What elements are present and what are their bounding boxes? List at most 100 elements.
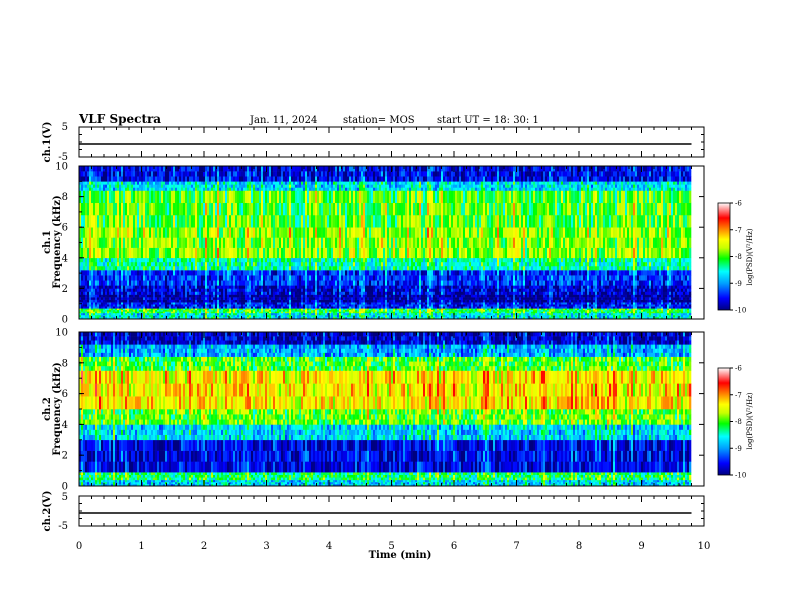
ch1-spectrogram-cell — [121, 190, 124, 204]
ch1-spectrogram-cell — [353, 297, 356, 300]
ch1-spectrogram-cell — [309, 280, 312, 286]
ch1-spectrogram-cell — [341, 294, 344, 298]
ch1-spectrogram-cell — [169, 280, 172, 286]
ch1-spectrogram-cell — [177, 294, 180, 298]
ch1-spectrogram-cell — [123, 314, 126, 318]
ch1-spectrogram-cell — [139, 306, 142, 309]
ch1-spectrogram-cell — [353, 270, 356, 276]
ch1-spectrogram-cell — [273, 181, 276, 185]
ch1-spectrogram-cell — [233, 181, 236, 185]
ch1-spectrogram-cell — [267, 171, 270, 177]
ch1-spectrogram-cell — [151, 171, 154, 177]
ch1-spectrogram-cell — [299, 247, 302, 259]
ch1-spectrogram-cell — [171, 184, 174, 188]
ch1-spectrogram-cell — [121, 285, 124, 289]
ch1-spectrogram-cell — [243, 308, 246, 311]
ch1-spectrogram-cell — [137, 265, 140, 271]
ch1-spectrogram-cell — [243, 312, 246, 316]
ch1-spectrogram-cell — [369, 261, 372, 267]
ch1-spectrogram-cell — [349, 291, 352, 295]
ch1-spectrogram-cell — [333, 166, 336, 172]
ch1-spectrogram-cell — [163, 171, 166, 177]
ch1-spectrogram-cell — [135, 265, 138, 271]
ch1-spectrogram-cell — [257, 247, 260, 259]
ch1-spectrogram-cell — [349, 187, 352, 191]
ch1-spectrogram-cell — [97, 181, 100, 185]
ch1-spectrogram-cell — [305, 261, 308, 267]
ch1-spectrogram-cell — [337, 299, 340, 303]
ch1-spectrogram-cell — [111, 202, 114, 216]
ch1-spectrogram-cell — [339, 171, 342, 177]
ch1-spectrogram-cell — [341, 302, 344, 305]
ch1-spectrogram-cell — [95, 288, 98, 292]
ch1-spectrogram-cell — [361, 227, 364, 238]
ch1-spectrogram-cell — [205, 304, 208, 307]
ch1-spectrogram-cell — [107, 187, 110, 191]
ch1-spectrogram-cell — [235, 306, 238, 309]
ch1-spectrogram-cell — [229, 280, 232, 286]
ch1-spectrogram-cell — [143, 312, 146, 316]
ch1-spectrogram-cell — [237, 302, 240, 305]
ch1-spectrogram-cell — [247, 181, 250, 185]
ch1-spectrogram-cell — [203, 257, 206, 263]
ch1-spectrogram-cell — [271, 227, 274, 238]
ch1-spectrogram-cell — [239, 291, 242, 295]
ch1-spectrogram-cell — [285, 166, 288, 172]
ch1-spectrogram-cell — [361, 291, 364, 295]
ch1-spectrogram-cell — [145, 270, 148, 276]
ch1-spectrogram-cell — [231, 302, 234, 305]
ch1-spectrogram-cell — [137, 202, 140, 216]
ch1-spectrogram-cell — [237, 190, 240, 204]
ch1-spectrogram-cell — [149, 302, 152, 305]
ch1-spectrogram-cell — [97, 247, 100, 259]
ch1-spectrogram-cell — [125, 181, 128, 185]
ch1-spectrogram-cell — [99, 237, 102, 248]
ch1-spectrogram-cell — [191, 257, 194, 263]
ch1-spectrogram-cell — [175, 166, 178, 172]
ch1-spectrogram-cell — [225, 316, 228, 319]
ch1-spectrogram-cell — [149, 304, 152, 307]
ch1-spectrogram-cell — [369, 311, 372, 314]
ch1-spectrogram-cell — [379, 270, 382, 276]
ch1-spectrogram-cell — [291, 294, 294, 298]
ch1-spectrogram-cell — [147, 247, 150, 259]
ch1-spectrogram-cell — [97, 261, 100, 267]
ch1-spectrogram-cell — [149, 288, 152, 292]
ch1-spectrogram-cell — [131, 294, 134, 298]
ch1-spectrogram-cell — [377, 306, 380, 309]
ch1-spectrogram-cell — [149, 265, 152, 271]
ch1-spectrogram-cell — [337, 227, 340, 238]
ch1-spectrogram-cell — [263, 190, 266, 204]
ch1-spectrogram-cell — [147, 275, 150, 281]
ch1-spectrogram-cell — [335, 316, 338, 319]
ch1-spectrogram-cell — [343, 190, 346, 204]
ch1-spectrogram-cell — [187, 299, 190, 303]
ch1-spectrogram-cell — [363, 280, 366, 286]
ch1-spectrogram-cell — [285, 285, 288, 289]
ch1-spectrogram-cell — [171, 280, 174, 286]
ch1-spectrogram-cell — [331, 306, 334, 309]
ch1-spectrogram-cell — [225, 306, 228, 309]
ch1-spectrogram-cell — [97, 311, 100, 314]
ch1-spectrogram-cell — [331, 166, 334, 172]
ch1-spectrogram-cell — [189, 265, 192, 271]
ch1-spectrogram-cell — [255, 202, 258, 216]
ch1-spectrogram-cell — [125, 257, 128, 263]
ch1-spectrogram-cell — [107, 261, 110, 267]
ch1-spectrogram-cell — [237, 299, 240, 303]
ch1-spectrogram-cell — [211, 265, 214, 271]
ch1-spectrogram-cell — [217, 299, 220, 303]
ch1-spectrogram-cell — [341, 299, 344, 303]
ch1-spectrogram-cell — [139, 227, 142, 238]
ch1-spectrogram-cell — [341, 280, 344, 286]
ch1-spectrogram-cell — [87, 247, 90, 259]
ch1-spectrogram-cell — [83, 309, 86, 312]
ch1-spectrogram-cell — [231, 299, 234, 303]
ch1-spectrogram-cell — [211, 309, 214, 312]
ch1-spectrogram-cell — [205, 308, 208, 311]
ch1-spectrogram-cell — [293, 311, 296, 314]
ch1-spectrogram-cell — [209, 261, 212, 267]
ch1-spectrogram-cell — [283, 304, 286, 307]
ch1-spectrogram-cell — [269, 187, 272, 191]
ch1-spectrogram-cell — [255, 304, 258, 307]
